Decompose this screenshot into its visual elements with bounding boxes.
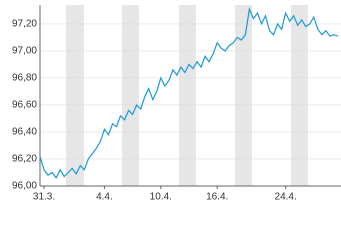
x-tick-label: 10.4. xyxy=(150,192,172,203)
y-tick-label: 96,00 xyxy=(12,181,37,192)
y-tick-label: 96,20 xyxy=(12,154,37,165)
x-tick-label: 31.3. xyxy=(33,192,55,203)
page: {"chart_data": {"type": "line", "color":… xyxy=(11,5,341,203)
weekend-band xyxy=(66,5,84,186)
y-tick-label: 96,80 xyxy=(12,73,37,84)
chart: 96,00 96,20 96,40 96,60 96,80 97,00 97,20 31.3.… xyxy=(12,5,341,203)
y-tick-label: 97,00 xyxy=(12,46,37,57)
weekend-band xyxy=(235,5,252,186)
price-line xyxy=(39,6,339,180)
y-tick-label: 96,60 xyxy=(12,100,37,111)
y-tick-label: 96,40 xyxy=(12,127,37,138)
x-tick-label: 24.4. xyxy=(275,192,297,203)
weekend-band xyxy=(179,5,196,186)
x-tick-label: 16.4. xyxy=(206,192,228,203)
x-tick-label: 4.4. xyxy=(96,192,113,203)
weekend-band xyxy=(122,5,139,186)
weekend-band xyxy=(291,5,308,186)
y-tick-label: 97,20 xyxy=(12,19,37,30)
